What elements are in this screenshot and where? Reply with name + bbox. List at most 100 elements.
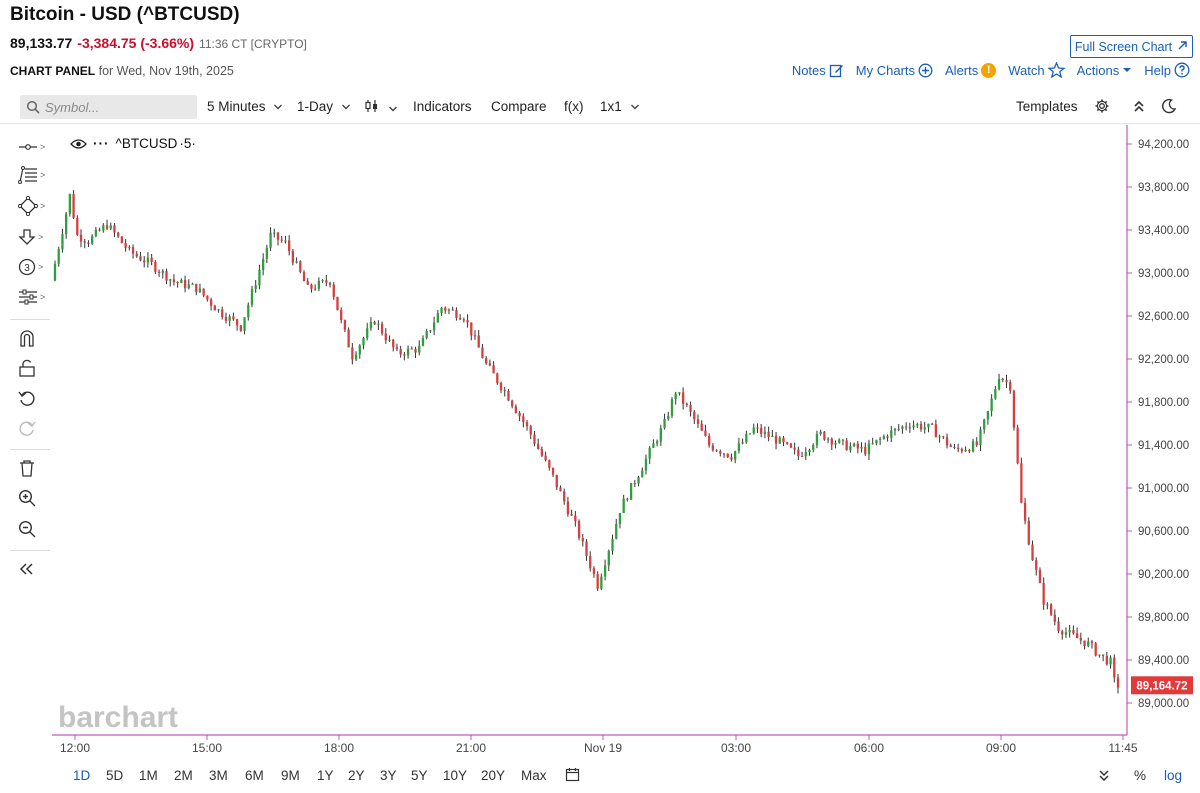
candle-body bbox=[797, 449, 800, 457]
candle-body bbox=[622, 498, 625, 514]
candle-body bbox=[711, 445, 715, 451]
notes-link[interactable]: Notes bbox=[792, 63, 844, 78]
eye-icon[interactable] bbox=[70, 138, 87, 150]
candle-body bbox=[288, 240, 291, 252]
chart-type-dropdown[interactable] bbox=[364, 99, 398, 116]
candle-body bbox=[715, 450, 718, 452]
candle-body bbox=[1068, 629, 1071, 633]
layout-dropdown[interactable]: 1x1 bbox=[600, 99, 640, 114]
log-toggle[interactable]: log bbox=[1164, 768, 1183, 783]
expand-down-icon[interactable] bbox=[1097, 768, 1111, 785]
percent-toggle[interactable]: % bbox=[1134, 768, 1147, 783]
candle-body bbox=[432, 322, 436, 331]
range-button-5y[interactable]: 5Y bbox=[411, 768, 428, 783]
zoom-in-icon bbox=[18, 489, 36, 507]
range-button-3m[interactable]: 3M bbox=[209, 768, 228, 783]
interval-label: 5 Minutes bbox=[207, 99, 266, 114]
range-button-1d[interactable]: 1D bbox=[73, 768, 91, 783]
chevron-right-icon: > bbox=[40, 292, 46, 302]
help-link[interactable]: Help bbox=[1144, 62, 1190, 78]
candle-body bbox=[1049, 604, 1053, 615]
alerts-link[interactable]: Alerts ! bbox=[945, 62, 997, 78]
range-button-2m[interactable]: 2M bbox=[174, 768, 193, 783]
settings-icon[interactable] bbox=[1094, 98, 1110, 117]
price-chart[interactable]: barchart 94,200.00 93,800.00 93,400.00 93,0… bbox=[0, 0, 1200, 763]
candle-body bbox=[514, 406, 518, 413]
chevron-right-icon: > bbox=[40, 170, 46, 180]
divider bbox=[10, 319, 50, 320]
candle-body bbox=[968, 450, 971, 452]
y-tick-label: 90,200.00 bbox=[1138, 569, 1189, 581]
lock-tool[interactable] bbox=[18, 356, 46, 380]
candle-body bbox=[648, 447, 651, 459]
range-button-5d[interactable]: 5D bbox=[106, 768, 124, 783]
price-axis: 94,200.00 93,800.00 93,400.00 93,000.00 92,6… bbox=[1127, 139, 1189, 710]
candle-body bbox=[1046, 604, 1049, 606]
zoom-in-button[interactable] bbox=[18, 486, 46, 510]
y-tick-label: 93,000.00 bbox=[1138, 268, 1189, 280]
search-icon bbox=[26, 100, 40, 114]
watch-link[interactable]: Watch bbox=[1008, 62, 1065, 78]
candle-body bbox=[284, 240, 287, 242]
edit-icon bbox=[829, 64, 843, 77]
actions-menu[interactable]: Actions bbox=[1077, 63, 1133, 78]
candle-body bbox=[87, 242, 90, 244]
templates-button[interactable]: Templates bbox=[1016, 99, 1078, 114]
candle-body bbox=[997, 378, 1001, 390]
counter-tool[interactable]: 3 > bbox=[18, 255, 46, 279]
symbol-search-input[interactable]: Symbol... bbox=[20, 95, 197, 119]
arrow-tool[interactable]: > bbox=[18, 225, 46, 249]
candle-body bbox=[994, 389, 997, 399]
interval-dropdown[interactable]: 5 Minutes bbox=[207, 99, 283, 114]
price-change: -3,384.75 (-3.66%) bbox=[77, 35, 195, 51]
range-button-20y[interactable]: 20Y bbox=[481, 768, 506, 783]
chevron-right-icon: > bbox=[40, 201, 46, 211]
candle-body bbox=[157, 271, 161, 273]
collapse-toolbar-button[interactable] bbox=[18, 557, 46, 581]
period-dropdown[interactable]: 1-Day bbox=[297, 99, 351, 114]
redo-button[interactable] bbox=[18, 416, 46, 440]
candle-body bbox=[325, 280, 328, 283]
x-tick-label: 15:00 bbox=[192, 741, 222, 755]
indicators-button[interactable]: Indicators bbox=[413, 99, 472, 114]
shape-icon bbox=[18, 196, 38, 216]
candle-body bbox=[752, 427, 755, 434]
magnet-tool[interactable] bbox=[18, 326, 46, 350]
range-button-1m[interactable]: 1M bbox=[139, 768, 158, 783]
line-tool[interactable]: > bbox=[18, 135, 46, 159]
delete-button[interactable] bbox=[18, 456, 46, 480]
candle-body bbox=[551, 467, 555, 475]
candle-body bbox=[916, 424, 919, 426]
quote-line: 89,133.77 -3,384.75 (-3.66%) 11:36 CT [C… bbox=[10, 35, 307, 51]
shape-tool[interactable]: > bbox=[18, 194, 46, 218]
x-tick-label: 11:45 bbox=[1108, 741, 1137, 755]
fx-button[interactable]: f(x) bbox=[564, 99, 584, 114]
my-charts-link[interactable]: My Charts bbox=[856, 63, 933, 78]
range-button-2y[interactable]: 2Y bbox=[348, 768, 365, 783]
compare-button[interactable]: Compare bbox=[491, 99, 547, 114]
range-button-9m[interactable]: 9M bbox=[281, 768, 300, 783]
measure-tool[interactable]: > bbox=[18, 285, 46, 309]
full-screen-chart-button[interactable]: Full Screen Chart bbox=[1070, 35, 1193, 58]
calendar-icon[interactable] bbox=[565, 767, 580, 785]
candle-body bbox=[678, 392, 681, 394]
candle-body bbox=[362, 338, 365, 346]
range-button-6m[interactable]: 6M bbox=[245, 768, 264, 783]
more-options-icon[interactable]: ··· bbox=[93, 136, 110, 151]
candle-body bbox=[120, 236, 124, 244]
undo-button[interactable] bbox=[18, 386, 46, 410]
plus-circle-icon bbox=[918, 63, 933, 77]
range-button-max[interactable]: Max bbox=[521, 768, 547, 783]
fibonacci-tool[interactable]: > bbox=[18, 163, 46, 187]
chevron-down-icon bbox=[388, 106, 397, 112]
candle-body bbox=[596, 574, 599, 589]
chevron-right-icon: > bbox=[38, 262, 44, 272]
collapse-up-icon[interactable] bbox=[1132, 98, 1146, 117]
range-button-1y[interactable]: 1Y bbox=[317, 768, 334, 783]
candle-body bbox=[105, 225, 109, 229]
range-button-3y[interactable]: 3Y bbox=[380, 768, 397, 783]
dark-mode-icon[interactable] bbox=[1161, 98, 1177, 117]
zoom-out-button[interactable] bbox=[18, 517, 46, 541]
drawing-tools: > > > > 3 > > bbox=[0, 127, 52, 737]
range-button-10y[interactable]: 10Y bbox=[443, 768, 468, 783]
